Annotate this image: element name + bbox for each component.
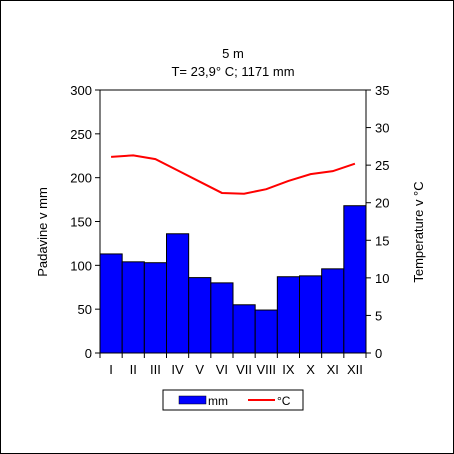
- x-tick-label: II: [130, 362, 137, 377]
- y2-tick-label: 10: [375, 271, 389, 286]
- chart-subtitle: T= 23,9° C; 1171 mm: [171, 64, 294, 79]
- y-tick-label: 0: [85, 346, 92, 361]
- y-tick-label: 50: [78, 302, 92, 317]
- y2-tick-label: 0: [375, 346, 382, 361]
- right-axis: 0 5 10 15 20 25 30 35: [366, 83, 389, 361]
- x-tick-label: IV: [171, 362, 184, 377]
- x-tick-label: V: [195, 362, 204, 377]
- bar-xii: [343, 205, 367, 354]
- legend-label-temp: °C: [277, 394, 291, 408]
- x-tick-label: XI: [327, 362, 339, 377]
- bar-iii: [143, 262, 167, 354]
- bar-vii: [232, 304, 256, 354]
- x-tick-label: XII: [347, 362, 363, 377]
- y-tick-label: 300: [70, 83, 92, 98]
- bar-x: [299, 275, 323, 354]
- bar-iv: [166, 233, 190, 354]
- bar-i: [99, 253, 123, 354]
- y2-tick-label: 5: [375, 308, 382, 323]
- legend: mm °C: [162, 389, 304, 411]
- y-tick-label: 100: [70, 258, 92, 273]
- y2-tick-label: 35: [375, 83, 389, 98]
- bar-viii: [254, 309, 278, 354]
- y2-axis-label: Temperature v °C: [411, 181, 426, 282]
- bar-v: [188, 277, 212, 354]
- y-tick-label: 150: [70, 215, 92, 230]
- precipitation-bars: [99, 205, 367, 354]
- bar-vi: [210, 282, 234, 354]
- bar-ii: [121, 261, 145, 354]
- x-tick-label: X: [306, 362, 315, 377]
- y-axis-label: Padavine v mm: [35, 187, 50, 277]
- y2-tick-label: 30: [375, 121, 389, 136]
- x-tick-label: I: [109, 362, 113, 377]
- legend-box: [162, 389, 304, 411]
- temperature-line: [111, 154, 356, 195]
- chart-title: 5 m: [222, 46, 244, 61]
- x-tick-label: VIII: [256, 362, 276, 377]
- legend-swatch-mm: [178, 395, 207, 405]
- y2-tick-label: 20: [375, 196, 389, 211]
- y2-tick-label: 25: [375, 158, 389, 173]
- y-tick-label: 200: [70, 171, 92, 186]
- y2-tick-label: 15: [375, 233, 389, 248]
- x-tick-label: IX: [282, 362, 295, 377]
- legend-label-mm: mm: [208, 394, 228, 408]
- x-tick-label: VII: [236, 362, 252, 377]
- x-tick-label: III: [150, 362, 161, 377]
- x-axis: I II III IV V VI VII VIII IX X XI XII: [99, 353, 367, 377]
- bar-xi: [321, 268, 345, 354]
- x-tick-label: VI: [216, 362, 228, 377]
- left-axis: 0 50 100 150 200 250 300: [70, 83, 100, 361]
- y-tick-label: 250: [70, 127, 92, 142]
- bar-ix: [276, 276, 301, 354]
